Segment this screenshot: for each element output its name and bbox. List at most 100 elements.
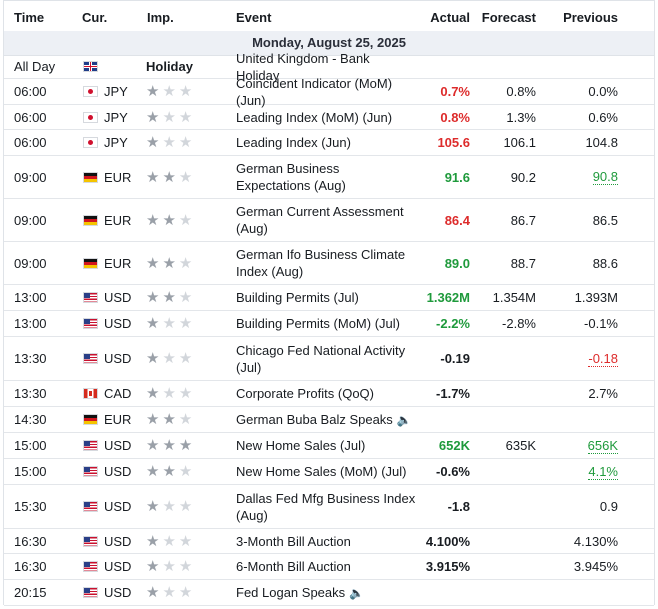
event-name-cell[interactable]: 6-Month Bill Auction bbox=[236, 554, 416, 579]
event-time: 09:00 bbox=[14, 169, 47, 185]
table-row[interactable]: 09:00 EUR ★ ★ ★ German Business Expectatio… bbox=[4, 156, 654, 199]
event-name[interactable]: 3-Month Bill Auction bbox=[236, 533, 351, 549]
header-forecast[interactable]: Forecast bbox=[481, 10, 536, 25]
event-name[interactable]: Fed Logan Speaks bbox=[236, 584, 346, 600]
currency-code: USD bbox=[104, 290, 132, 305]
speaker-icon[interactable]: 🔈 bbox=[396, 412, 412, 427]
table-row[interactable]: 06:00 JPY ★ ★ ★ Leading Index (Jun) 105.6 … bbox=[4, 130, 654, 156]
event-name-cell[interactable]: New Home Sales (Jul) bbox=[236, 433, 416, 458]
header-importance[interactable]: Imp. bbox=[147, 10, 174, 25]
event-name[interactable]: Coincident Indicator (MoM) (Jun) bbox=[236, 75, 393, 108]
importance: ★ ★ ★ bbox=[146, 199, 192, 241]
event-name[interactable]: Chicago Fed National Activity (Jul) bbox=[236, 342, 406, 375]
previous-cell: 4.1% bbox=[588, 459, 618, 484]
currency-code: USD bbox=[104, 585, 132, 600]
table-row[interactable]: 13:30 USD ★ ★ ★ Chicago Fed National Activ… bbox=[4, 337, 654, 381]
table-row[interactable]: 13:30 CAD ★ ★ ★ Corporate Profits (QoQ) -1… bbox=[4, 381, 654, 407]
table-row[interactable]: 06:00 JPY ★ ★ ★ Coincident Indicator (MoM)… bbox=[4, 76, 654, 108]
importance-stars: ★ ★ ★ bbox=[146, 559, 192, 574]
table-row[interactable]: 09:00 EUR ★ ★ ★ German Ifo Business Climat… bbox=[4, 242, 654, 285]
importance-stars: ★ ★ ★ bbox=[146, 110, 192, 125]
event-name-cell[interactable]: Leading Index (Jun) bbox=[236, 130, 416, 155]
event-name-cell[interactable]: Fed Logan Speaks 🔈 bbox=[236, 580, 416, 605]
event-name[interactable]: New Home Sales (Jul) bbox=[236, 438, 366, 453]
star-icon: ★ bbox=[162, 437, 176, 454]
event-name[interactable]: German Ifo Business Climate Index (Aug) bbox=[236, 247, 406, 279]
event-name[interactable]: New Home Sales (MoM) (Jul) bbox=[236, 464, 407, 479]
importance: ★ ★ ★ bbox=[146, 459, 192, 484]
event-name-cell[interactable]: German Current Assessment (Aug) bbox=[236, 199, 416, 241]
event-time: 13:00 bbox=[14, 316, 47, 331]
importance: ★ ★ ★ bbox=[146, 285, 192, 310]
header-time[interactable]: Time bbox=[14, 10, 45, 25]
event-name[interactable]: Dallas Fed Mfg Business Index (Aug) bbox=[236, 490, 416, 523]
table-row[interactable]: 15:00 USD ★ ★ ★ New Home Sales (MoM) (Jul)… bbox=[4, 459, 654, 485]
importance-stars: ★ ★ ★ bbox=[146, 213, 192, 228]
table-row[interactable]: 20:15 USD ★ ★ ★ Fed Logan Speaks 🔈 bbox=[4, 580, 654, 606]
event-name-cell[interactable]: Chicago Fed National Activity (Jul) bbox=[236, 337, 416, 380]
importance: ★ ★ ★ bbox=[146, 337, 192, 380]
event-name-cell[interactable]: German Ifo Business Climate Index (Aug) bbox=[236, 242, 416, 284]
header-currency[interactable]: Cur. bbox=[82, 10, 108, 25]
event-name[interactable]: United Kingdom - Bank Holiday bbox=[236, 50, 370, 83]
table-row[interactable]: 13:00 USD ★ ★ ★ Building Permits (Jul) 1.3… bbox=[4, 285, 654, 311]
event-name[interactable]: Building Permits (MoM) (Jul) bbox=[236, 316, 400, 331]
previous-value: 104.8 bbox=[585, 135, 618, 150]
previous-value: 88.6 bbox=[592, 255, 618, 271]
forecast-value: 88.7 bbox=[510, 255, 536, 271]
event-name-cell[interactable]: German Buba Balz Speaks 🔈 bbox=[236, 407, 416, 432]
event-name[interactable]: Leading Index (MoM) (Jun) bbox=[236, 109, 393, 125]
header-actual[interactable]: Actual bbox=[430, 10, 470, 25]
event-name-cell[interactable]: United Kingdom - Bank Holiday bbox=[236, 51, 416, 83]
event-name[interactable]: Leading Index (Jun) bbox=[236, 135, 351, 150]
event-name-cell[interactable]: 3-Month Bill Auction bbox=[236, 529, 416, 553]
previous-cell: 2.7% bbox=[588, 381, 618, 406]
event-name[interactable]: Building Permits (Jul) bbox=[236, 290, 359, 305]
star-icon: ★ bbox=[146, 558, 160, 575]
event-name-cell[interactable]: Coincident Indicator (MoM) (Jun) bbox=[236, 76, 416, 108]
event-name-cell[interactable]: Leading Index (MoM) (Jun) bbox=[236, 105, 416, 129]
us-flag bbox=[83, 337, 98, 380]
event-name-cell[interactable]: Dallas Fed Mfg Business Index (Aug) bbox=[236, 485, 416, 528]
previous-cell: 656K bbox=[587, 433, 618, 458]
table-row[interactable]: 09:00 EUR ★ ★ ★ German Current Assessment … bbox=[4, 199, 654, 242]
importance: ★ ★ ★ bbox=[146, 130, 192, 155]
forecast-value: 635K bbox=[505, 438, 536, 453]
header-event[interactable]: Event bbox=[236, 10, 272, 25]
star-icon: ★ bbox=[146, 289, 160, 306]
event-name[interactable]: German Current Assessment (Aug) bbox=[236, 204, 404, 236]
actual-value: 91.6 bbox=[444, 169, 470, 185]
de-flag bbox=[83, 242, 98, 284]
star-icon: ★ bbox=[178, 385, 193, 402]
table-row[interactable]: All Day Holiday United Kingdom - Bank Ho… bbox=[4, 51, 654, 83]
table-row[interactable]: 15:30 USD ★ ★ ★ Dallas Fed Mfg Business In… bbox=[4, 485, 654, 529]
previous-value: 2.7% bbox=[588, 386, 618, 401]
event-name-cell[interactable]: Corporate Profits (QoQ) bbox=[236, 381, 416, 406]
star-icon: ★ bbox=[162, 83, 176, 100]
event-name[interactable]: German Buba Balz Speaks bbox=[236, 411, 393, 427]
actual-value: -2.2% bbox=[436, 316, 470, 331]
table-row[interactable]: 16:30 USD ★ ★ ★ 6-Month Bill Auction 3.915… bbox=[4, 554, 654, 580]
table-row[interactable]: 16:30 USD ★ ★ ★ 3-Month Bill Auction 4.100… bbox=[4, 529, 654, 554]
actual-value: 652K bbox=[438, 438, 470, 453]
table-row[interactable]: 13:00 USD ★ ★ ★ Building Permits (MoM) (Ju… bbox=[4, 311, 654, 337]
event-name[interactable]: German Business Expectations (Aug) bbox=[236, 161, 346, 193]
table-row[interactable]: 14:30 EUR ★ ★ ★ German Buba Balz Speaks 🔈 bbox=[4, 407, 654, 433]
speaker-icon[interactable]: 🔈 bbox=[349, 585, 365, 600]
table-row[interactable]: 06:00 JPY ★ ★ ★ Leading Index (MoM) (Jun) … bbox=[4, 105, 654, 130]
event-name[interactable]: 6-Month Bill Auction bbox=[236, 559, 351, 574]
event-name-cell[interactable]: New Home Sales (MoM) (Jul) bbox=[236, 459, 416, 484]
us-flag bbox=[83, 580, 98, 605]
currency-code: EUR bbox=[104, 212, 132, 228]
importance: ★ ★ ★ bbox=[146, 105, 192, 129]
star-icon: ★ bbox=[178, 168, 193, 186]
header-previous[interactable]: Previous bbox=[563, 10, 618, 25]
event-time: 06:00 bbox=[14, 84, 47, 99]
event-name[interactable]: Corporate Profits (QoQ) bbox=[236, 386, 374, 401]
event-name-cell[interactable]: Building Permits (MoM) (Jul) bbox=[236, 311, 416, 336]
event-name-cell[interactable]: Building Permits (Jul) bbox=[236, 285, 416, 310]
event-name-cell[interactable]: German Business Expectations (Aug) bbox=[236, 156, 416, 198]
previous-cell: 0.9 bbox=[600, 485, 618, 528]
us-flag bbox=[83, 285, 98, 310]
table-row[interactable]: 15:00 USD ★ ★ ★ New Home Sales (Jul) 652K … bbox=[4, 433, 654, 459]
